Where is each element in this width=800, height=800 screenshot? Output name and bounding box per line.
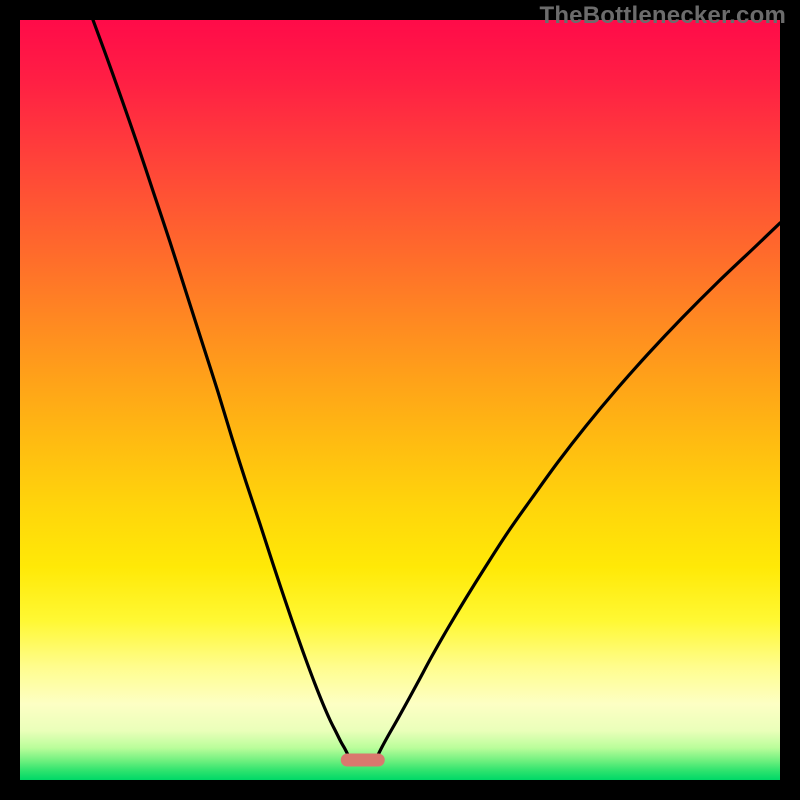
optimal-marker (341, 754, 385, 767)
plot-area (20, 20, 780, 780)
watermark-text: TheBottlenecker.com (539, 2, 786, 30)
plot-svg (20, 20, 780, 780)
